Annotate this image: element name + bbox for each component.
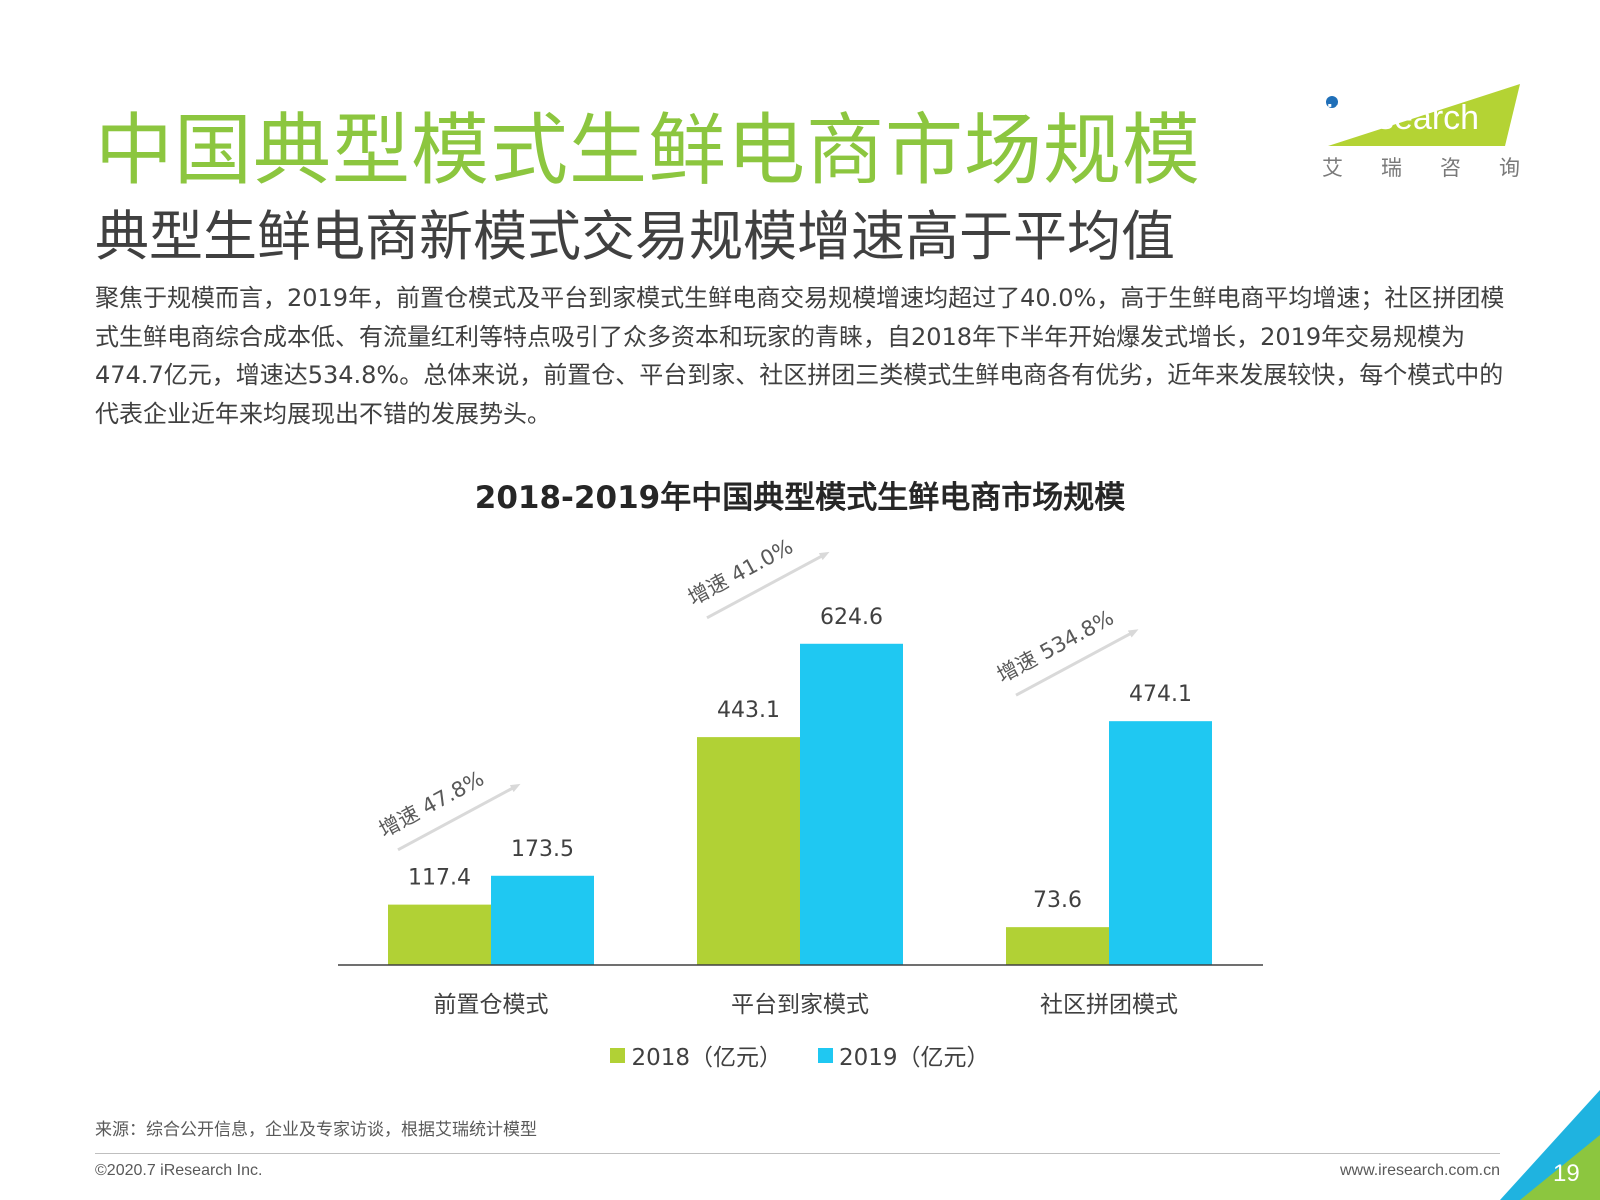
logo-text: iResearch bbox=[1326, 99, 1479, 137]
website-link[interactable]: www.iresearch.com.cn bbox=[1339, 1162, 1500, 1179]
bar-2018 bbox=[697, 737, 800, 965]
legend-item-2018: 2018（亿元） bbox=[610, 1038, 782, 1072]
growth-arrow bbox=[1015, 629, 1139, 697]
data-label: 73.6 bbox=[1033, 888, 1082, 913]
category-label: 平台到家模式 bbox=[731, 992, 869, 1018]
logo-cn-char: 询 bbox=[1499, 156, 1520, 180]
bar-2019 bbox=[1109, 721, 1212, 965]
category-label: 社区拼团模式 bbox=[1040, 992, 1178, 1018]
data-label: 173.5 bbox=[511, 837, 574, 862]
copyright-text: ©2020.7 iResearch Inc. bbox=[95, 1162, 263, 1179]
bar-2018 bbox=[388, 904, 491, 965]
data-label: 443.1 bbox=[717, 698, 780, 723]
category-label: 前置仓模式 bbox=[433, 992, 549, 1018]
iresearch-logo: iResearch bbox=[1326, 84, 1520, 146]
legend-label-2019: 2019（亿元） bbox=[839, 1045, 990, 1071]
chart-title: 2018-2019年中国典型模式生鲜电商市场规模 bbox=[474, 480, 1126, 516]
logo-cn-text: 艾 瑞 咨 询 bbox=[1322, 152, 1520, 182]
corner-green-triangle bbox=[1520, 1135, 1600, 1200]
legend-swatch-2018 bbox=[610, 1047, 626, 1063]
data-label: 117.4 bbox=[408, 866, 471, 891]
bar-2018 bbox=[1006, 927, 1109, 965]
legend-label-2018: 2018（亿元） bbox=[631, 1045, 782, 1071]
legend-swatch-2019 bbox=[818, 1047, 833, 1063]
legend-item-2019: 2019（亿元） bbox=[818, 1038, 990, 1072]
bar-2019 bbox=[491, 875, 594, 965]
footer-divider bbox=[95, 1153, 1500, 1154]
source-note: 来源：综合公开信息，企业及专家访谈，根据艾瑞统计模型 bbox=[95, 1120, 537, 1140]
logo-dot bbox=[1326, 96, 1338, 108]
logo-cn-char: 咨 bbox=[1440, 156, 1461, 180]
bar-2019 bbox=[800, 643, 903, 965]
growth-arrow bbox=[706, 551, 830, 620]
logo-cn-char: 瑞 bbox=[1381, 156, 1402, 180]
logo-cn-char: 艾 bbox=[1322, 156, 1343, 180]
data-label: 474.1 bbox=[1129, 682, 1192, 707]
page-subtitle: 典型生鲜电商新模式交易规模增速高于平均值 bbox=[95, 205, 1175, 268]
page-number: 19 bbox=[1553, 1160, 1580, 1187]
page-title: 中国典型模式生鲜电商市场规模 bbox=[95, 106, 1202, 196]
bars-group: 117.4 173.5 443.1 624.6 73.6 474.1 bbox=[388, 605, 1212, 965]
growth-arrow bbox=[397, 783, 521, 852]
logo-banner bbox=[1328, 84, 1520, 146]
data-label: 624.6 bbox=[820, 605, 883, 630]
chart-legend: 2018（亿元） 2019（亿元） bbox=[0, 1038, 1600, 1072]
summary-paragraph: 聚焦于规模而言，2019年，前置仓模式及平台到家模式生鲜电商交易规模增速均超过了… bbox=[95, 284, 1505, 428]
